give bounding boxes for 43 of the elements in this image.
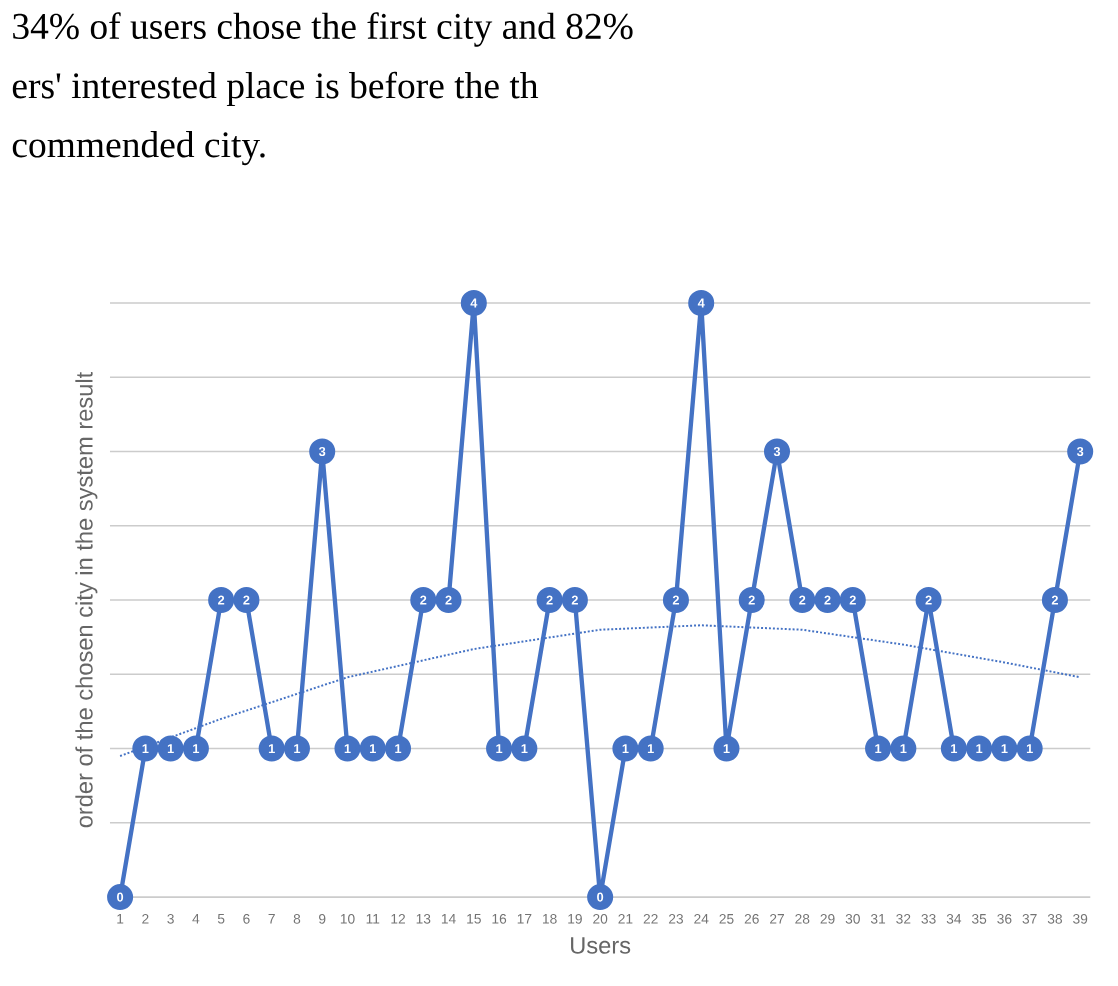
point [258,735,285,762]
point [713,735,740,762]
point [511,735,538,762]
point [536,586,563,613]
point [940,735,967,762]
point [763,438,791,465]
x-axis-title: Users [571,937,631,954]
point [309,438,336,465]
point [1041,586,1068,613]
point [1067,438,1094,465]
point [107,883,134,911]
point [1016,735,1043,762]
y-axis-title: order of the chosen city in the system result [75,371,98,828]
text: commended city. [12,131,265,166]
point [283,735,310,762]
point [334,735,361,762]
point [637,735,664,762]
point [738,586,765,613]
point [688,289,715,316]
point [561,586,588,613]
point [435,586,462,613]
point [991,735,1018,762]
point [789,586,816,613]
point [132,735,159,762]
point [587,883,614,911]
point [486,735,513,762]
point [612,735,639,762]
point [662,586,689,613]
text: 34% of users chose the first city and 82% [13,12,633,47]
point [865,735,892,762]
point [359,735,386,762]
point [890,735,917,762]
point [384,735,412,762]
point [915,586,942,613]
point [410,586,437,613]
point [233,586,260,613]
point [966,735,993,762]
point [208,586,235,613]
point [182,735,209,762]
point [814,586,841,613]
text: ers' interested place is before the th [12,71,539,106]
point [839,586,866,613]
point [157,735,184,762]
